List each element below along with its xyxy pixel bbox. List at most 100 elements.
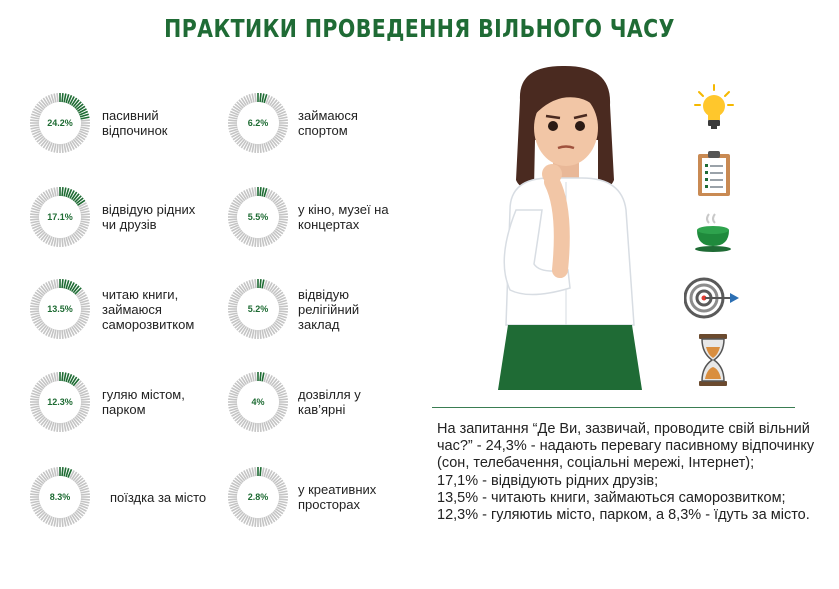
gauge-tick-empty <box>275 320 284 327</box>
gauge-tick-empty <box>231 318 240 324</box>
gauge-tick-empty <box>75 229 84 237</box>
gauge-tick-empty <box>228 305 238 308</box>
gauge-tick-empty <box>248 373 253 383</box>
gauge-tick-empty <box>31 314 41 319</box>
gauge-tick-empty <box>243 96 249 105</box>
clipboard-icon <box>698 151 730 196</box>
gauge-tick-empty <box>278 126 288 130</box>
gauge-tick-empty <box>33 387 42 393</box>
gauge-tick-filled <box>63 187 67 197</box>
gauge-tick-empty <box>269 234 276 243</box>
gauge-tick-filled <box>69 96 75 105</box>
gauge-tick-filled <box>72 285 80 294</box>
gauge-tick-empty <box>263 421 268 431</box>
gauge-tick-empty <box>33 294 42 300</box>
gauge-tick-empty <box>79 389 89 395</box>
gauge-tick-empty <box>80 395 90 399</box>
description-line: На запитання “Де Ви, зазвичай, проводите… <box>437 421 815 472</box>
gauge-tick-empty <box>50 373 55 383</box>
gauge-tick-empty <box>265 236 271 246</box>
gauge-tick-empty <box>47 236 53 246</box>
gauge-tick-empty <box>263 328 268 338</box>
gauge-tick-empty <box>265 468 271 478</box>
gauge-tick-empty <box>30 405 40 409</box>
gauge-tick-empty <box>254 237 257 247</box>
gauge-tick-empty <box>276 387 285 393</box>
gauge-tick-empty <box>50 188 55 198</box>
gauge-tick-empty <box>278 213 288 216</box>
gauge-tick-empty <box>71 326 78 335</box>
gauge-tick-empty <box>229 296 239 302</box>
gauge-tick-empty <box>254 372 257 382</box>
gauge-tick-empty <box>248 188 253 198</box>
gauge-tick-empty <box>269 191 276 200</box>
gauge-tick-empty <box>277 222 287 227</box>
gauge-tick-filled <box>61 93 64 103</box>
gauge-label: відвідую релігійний заклад <box>298 286 360 332</box>
gauge-tick-empty <box>278 305 288 308</box>
gauge-tick-empty <box>61 143 64 153</box>
gauge-tick-empty <box>236 380 244 388</box>
gauge-label: у кіно, музеї на концертах <box>298 202 389 232</box>
gauge-tick-empty <box>31 407 41 412</box>
gauge-tick-empty <box>42 234 49 243</box>
gauge-tick-empty <box>56 372 59 382</box>
gauge-tick-empty <box>47 516 53 526</box>
gauge-tick-empty <box>38 475 46 483</box>
gauge-tick-empty <box>34 320 43 327</box>
gauge-ring <box>228 372 288 432</box>
gauge-tick-empty <box>229 110 239 116</box>
gauge-tick-empty <box>38 511 46 519</box>
gauge-tick-filled <box>61 372 64 382</box>
gauge-tick-empty <box>270 512 278 521</box>
gauge-tick-empty <box>53 517 57 527</box>
gauge-tick-empty <box>228 126 238 130</box>
gauge-tick-empty <box>265 188 271 198</box>
gauge-tick-empty <box>228 218 238 221</box>
tea-cup-icon <box>695 213 731 252</box>
gauge-tick-empty <box>42 283 49 292</box>
gauge-tick-empty <box>236 475 244 483</box>
gauge-tick-empty <box>42 97 49 106</box>
gauge-tick-empty <box>238 138 246 147</box>
gauge-tick-empty <box>259 237 262 247</box>
gauge-tick-empty <box>40 378 48 387</box>
gauge-tick-empty <box>67 142 73 152</box>
gauge-tick-empty <box>228 210 238 214</box>
gauge-tick-empty <box>229 113 239 118</box>
gauge-tick-empty <box>240 376 247 385</box>
gauge-tick-empty <box>228 490 238 494</box>
gauge-tick-empty <box>79 316 89 322</box>
gauge-tick-empty <box>275 134 284 141</box>
gauge-tick-empty <box>277 314 287 319</box>
gauge-tick-empty <box>275 105 284 112</box>
gauge-tick-filled <box>261 93 265 103</box>
gauge-tick-empty <box>278 403 288 406</box>
gauge-tick-empty <box>79 487 89 492</box>
gauge-tick-empty <box>50 280 55 290</box>
gauge-tick-empty <box>229 204 239 210</box>
gauge-tick-empty <box>251 422 255 432</box>
gauge-tick-empty <box>75 382 84 390</box>
gauge-value: 5.5% <box>247 212 269 222</box>
gauge-tick-empty <box>273 229 282 237</box>
gauge-tick-empty <box>265 516 271 526</box>
gauge-tick-empty <box>272 416 280 424</box>
gauge-tick-filled <box>63 467 67 477</box>
gauge-tick-filled <box>75 197 84 205</box>
gauge-tick-filled <box>61 187 64 197</box>
gauge-tick-empty <box>229 128 239 133</box>
gauge-tick-empty <box>254 93 257 103</box>
gauge-tick-empty <box>278 493 288 496</box>
gauge-tick-empty <box>276 482 285 488</box>
gauge-tick-empty <box>56 279 59 289</box>
gauge-tick-empty <box>50 328 55 338</box>
gauge-tick-empty <box>71 471 78 480</box>
gauge-tick-empty <box>30 124 40 127</box>
gauge-tick-empty <box>277 128 287 133</box>
gauge-tick-empty <box>42 140 49 149</box>
gauge-tick-empty <box>272 195 280 203</box>
gauge-tick-empty <box>50 236 55 246</box>
gauge-value: 4% <box>251 397 265 407</box>
gauge-tick-empty <box>40 99 48 108</box>
